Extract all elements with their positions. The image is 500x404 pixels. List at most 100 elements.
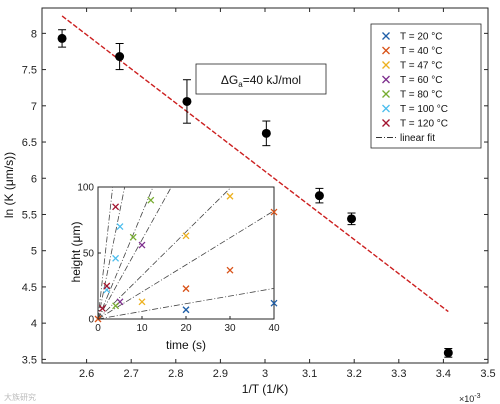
inset-marker-s7-p2	[103, 282, 111, 290]
x-tick-label: 3.3	[391, 368, 406, 380]
watermark: 大族研究	[4, 392, 36, 402]
legend-marker-7-b	[382, 119, 390, 127]
y-tick-label: 7	[31, 101, 37, 113]
legend-marker-6-b	[382, 104, 390, 113]
inset-marker-s7-p3-b	[112, 203, 120, 211]
inset-marker-s2-p1	[182, 285, 190, 293]
legend-label-4: T = 60 °C	[400, 75, 442, 86]
inset-marker-s2-p3	[270, 208, 278, 216]
legend-marker-4-b	[382, 75, 390, 84]
inset-marker-s3-p2-b	[182, 232, 190, 240]
inset-fit-line-1	[97, 287, 275, 320]
data-point-5	[314, 187, 324, 204]
data-point-4	[261, 120, 271, 147]
legend-label-2: T = 40 °C	[400, 46, 442, 57]
main-points-layer	[57, 29, 453, 358]
inset-x-tick-label: 40	[268, 323, 280, 334]
data-marker	[443, 348, 453, 358]
data-marker	[347, 214, 357, 224]
y-tick-label: 7.5	[22, 65, 37, 77]
inset-fit-line-5	[97, 186, 154, 320]
annotation-suffix: =40 kJ/mol	[243, 73, 301, 87]
legend: T = 20 °C T = 40 °C T = 47 °C T = 60 °C T = …	[376, 32, 448, 144]
data-marker	[314, 191, 324, 201]
x-multiplier-base: ×10	[459, 394, 474, 404]
x-tick-label: 3.4	[436, 368, 451, 380]
legend-marker-5-b	[382, 90, 390, 98]
inset-marker-s5-p3-b	[147, 196, 155, 204]
inset-marker-s6-p2-b	[112, 254, 120, 262]
linear-fit-line	[61, 15, 449, 313]
y-tick-label: 3.5	[22, 354, 37, 366]
annotation-text: ΔGa=40 kJ/mol	[221, 73, 301, 89]
main-fit-layer	[61, 15, 449, 313]
data-point-3	[182, 79, 192, 124]
legend-marker-1-b	[382, 32, 390, 40]
data-point-1	[57, 29, 67, 48]
legend-marker-2	[382, 46, 390, 55]
legend-label-7: T = 120 °C	[400, 119, 448, 130]
inset-y-tick-label: 100	[77, 183, 94, 194]
inset-marker-s2-p2	[226, 266, 234, 274]
inset-marker-s7-p1	[98, 304, 106, 312]
inset-marker-s5-p3	[147, 196, 155, 204]
data-marker	[57, 33, 67, 43]
inset-fit-line-2	[97, 210, 275, 320]
data-marker	[115, 52, 125, 62]
x-tick-label: 3.2	[347, 368, 362, 380]
x-tick-label: 3.1	[302, 368, 317, 380]
inset-marker-s3-p2	[182, 232, 190, 240]
legend-marker-2-b	[382, 46, 390, 55]
inset-x-tick-label: 0	[95, 323, 101, 334]
inset-marker-s3-p3-b	[226, 192, 234, 200]
x-tick-label: 2.6	[79, 368, 94, 380]
annotation-box	[195, 63, 327, 95]
x-tick-label: 3.5	[480, 368, 495, 380]
inset-fit-line-7	[97, 186, 114, 320]
inset-marker-s2-p2-b	[226, 266, 234, 274]
inset-marker-s3-p1	[138, 298, 146, 306]
x-multiplier-exp: -3	[474, 393, 480, 400]
inset-marker-s2-p1-b	[182, 285, 190, 293]
inset-marker-s6-p3-b	[116, 223, 124, 231]
legend-label-5: T = 80 °C	[400, 90, 442, 101]
inset-fit-line-3	[97, 186, 232, 320]
legend-marker-7	[382, 119, 390, 127]
inset-marker-s3-p3	[226, 192, 234, 200]
inset-marker-s1-p1	[182, 306, 190, 314]
inset-marker-s7-p3	[112, 203, 120, 211]
x-axis-label: 1/T (1/K)	[242, 382, 288, 396]
inset-marker-s5-p2-b	[129, 233, 137, 241]
annotation-sub: a	[238, 80, 243, 89]
legend-label-3: T = 47 °C	[400, 61, 442, 72]
annotation-prefix: ΔG	[221, 73, 238, 87]
inset-marker-s6-p2	[112, 254, 120, 262]
inset-marker-s3-p1-b	[138, 298, 146, 306]
x-multiplier: ×10-3	[459, 393, 481, 404]
inset-y-tick-label: 0	[88, 315, 94, 326]
y-tick-label: 4.5	[22, 282, 37, 294]
legend-label-1: T = 20 °C	[400, 32, 442, 43]
y-tick-label: 6	[31, 173, 37, 185]
y-tick-label: 5.5	[22, 209, 37, 221]
inset-fit-line-4	[97, 186, 172, 320]
x-tick-label: 2.7	[124, 368, 139, 380]
legend-marker-3	[382, 61, 390, 69]
inset-fit-line-6	[97, 186, 126, 320]
x-tick-label: 2.8	[168, 368, 183, 380]
data-point-2	[115, 43, 125, 71]
inset-marker-s4-p2-b	[138, 241, 146, 249]
inset-x-tick-label: 10	[136, 323, 148, 334]
legend-marker-3-b	[382, 61, 390, 69]
legend-label-8: linear fit	[400, 133, 435, 144]
y-tick-label: 5	[31, 246, 37, 258]
inset-x-tick-label: 30	[224, 323, 236, 334]
legend-marker-5	[382, 90, 390, 98]
main-ticks-layer: 2.6 2.7 2.8 2.9 3 3.1 3.2 3.3 3.4 3.5 3.5 4 4.5 5 5.5 6…	[22, 8, 496, 380]
y-tick-label: 6.5	[22, 137, 37, 149]
legend-box	[370, 23, 482, 149]
legend-label-6: T = 100 °C	[400, 104, 448, 115]
inset-marker-s1-p2	[270, 299, 278, 307]
inset-marker-s5-p1	[112, 302, 120, 310]
inset-frame	[97, 186, 275, 320]
